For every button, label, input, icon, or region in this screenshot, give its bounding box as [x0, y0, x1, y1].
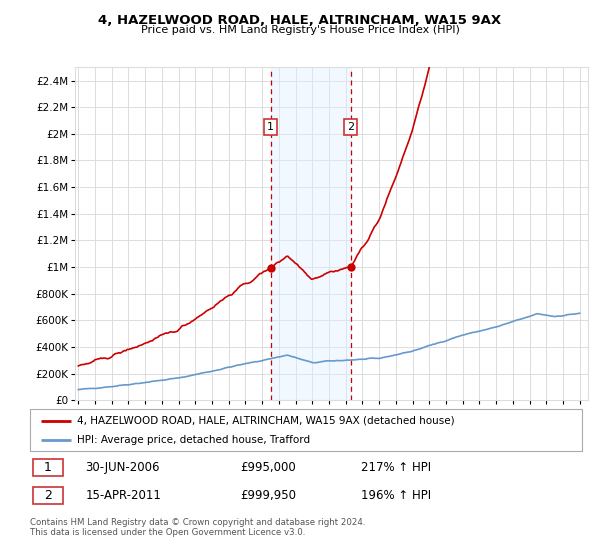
Text: 4, HAZELWOOD ROAD, HALE, ALTRINCHAM, WA15 9AX (detached house): 4, HAZELWOOD ROAD, HALE, ALTRINCHAM, WA1… [77, 416, 455, 426]
Text: 4, HAZELWOOD ROAD, HALE, ALTRINCHAM, WA15 9AX: 4, HAZELWOOD ROAD, HALE, ALTRINCHAM, WA1… [98, 14, 502, 27]
Text: £999,950: £999,950 [240, 489, 296, 502]
Text: 2: 2 [44, 489, 52, 502]
Text: Contains HM Land Registry data © Crown copyright and database right 2024.
This d: Contains HM Land Registry data © Crown c… [30, 518, 365, 538]
Text: 1: 1 [267, 122, 274, 132]
Bar [33, 459, 63, 477]
Bar [271, 67, 350, 400]
Text: 1: 1 [44, 461, 52, 474]
Text: 30-JUN-2006: 30-JUN-2006 [85, 461, 160, 474]
Text: £995,000: £995,000 [240, 461, 296, 474]
Text: 196% ↑ HPI: 196% ↑ HPI [361, 489, 431, 502]
Text: 2: 2 [347, 122, 354, 132]
Text: 217% ↑ HPI: 217% ↑ HPI [361, 461, 431, 474]
Text: Price paid vs. HM Land Registry's House Price Index (HPI): Price paid vs. HM Land Registry's House … [140, 25, 460, 35]
Text: HPI: Average price, detached house, Trafford: HPI: Average price, detached house, Traf… [77, 435, 310, 445]
Bar [33, 487, 63, 505]
Text: 15-APR-2011: 15-APR-2011 [85, 489, 161, 502]
